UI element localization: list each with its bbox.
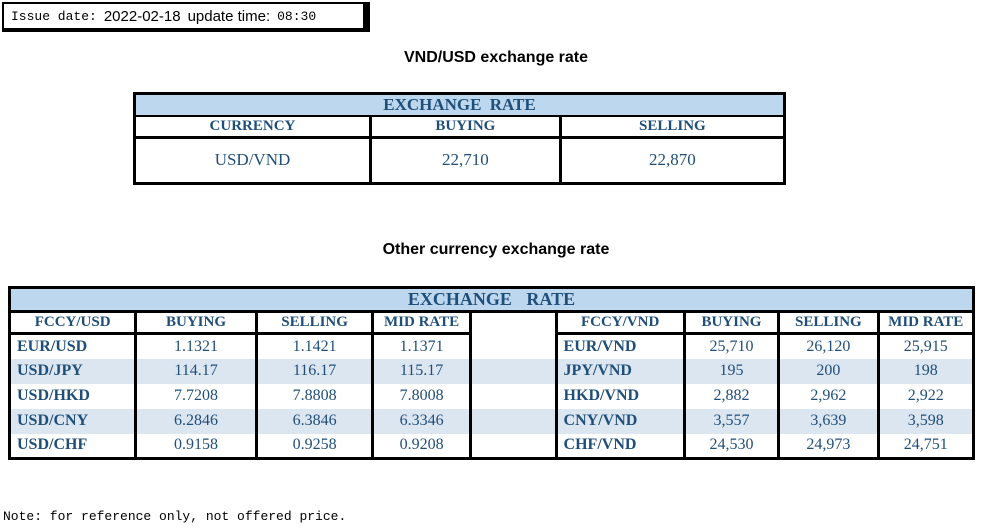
selling-rate-cell: 0.9258 [254,433,373,459]
buying-rate-cell: 25,710 [682,333,779,359]
selling-rate-cell: 3,639 [777,408,878,434]
spacer-cell [468,383,557,409]
table-banner: EXCHANGE RATE [9,287,974,313]
currency-pair-cell: EUR/VND [554,333,685,359]
spacer-cell [468,408,557,434]
header-cell: CURRENCY [134,116,371,139]
note-text: Note: for reference only, not offered pr… [3,509,347,524]
buying-rate-cell: 0.9158 [134,433,257,459]
selling-rate-cell: 1.1421 [254,333,373,359]
table-row: USD/JPY 114.17 116.17 115.17 JPY/VND 195… [9,358,974,384]
table-row: USD/VND 22,710 22,870 [135,137,785,183]
other-exchange-table: EXCHANGE RATE FCCY/USD BUYING SELLING MI… [8,286,975,460]
other-table-title: Other currency exchange rate [382,241,610,258]
update-time-value: 08:30 [277,8,317,24]
currency-pair-cell: USD/JPY [9,358,136,384]
table-banner-row: EXCHANGE RATE [9,287,974,313]
usd-table-title: VND/USD exchange rate [403,49,589,66]
selling-rate-cell: 22,870 [558,137,785,183]
issue-date-bar: Issue date: 2022-02-18 update time: 08:3… [2,2,370,32]
spacer-cell [468,311,557,334]
selling-rate-cell: 116.17 [254,358,373,384]
usd-exchange-table: EXCHANGE RATE CURRENCY BUYING SELLING US… [133,92,786,185]
selling-rate-cell: 200 [777,358,878,384]
mid-rate-cell: 0.9208 [371,433,471,459]
mid-rate-cell: 7.8008 [371,383,471,409]
buying-rate-cell: 7.7208 [134,383,257,409]
mid-rate-cell: 3,598 [876,408,974,434]
buying-rate-cell: 2,882 [682,383,779,409]
header-cell: BUYING [368,116,561,139]
currency-pair-cell: HKD/VND [554,383,685,409]
currency-pair-cell: USD/CHF [17,436,88,454]
currency-pair-cell: USD/HKD [17,387,90,404]
mid-rate-cell: 2,922 [876,383,974,409]
selling-rate-cell: 26,120 [777,333,878,359]
currency-pair-cell: EUR/USD [17,337,88,355]
selling-rate-cell: 2,962 [777,383,878,409]
buying-rate-cell: 195 [682,358,779,384]
buying-rate-cell: 1.1321 [134,333,257,359]
buying-rate-cell: 3,557 [682,408,779,434]
spacer-cell [468,358,557,384]
spacer-cell [468,333,557,359]
currency-pair-cell: CNY/VND [554,408,685,434]
table-header-row: CURRENCY BUYING SELLING [134,116,785,139]
selling-rate-cell: 6.3846 [254,408,373,434]
mid-rate-cell: 25,915 [876,333,974,359]
selling-rate-cell: 24,973 [777,433,878,459]
update-time-label: update time: [187,7,271,25]
table-banner-row: EXCHANGE RATE [134,93,785,117]
table-row: USD/HKD 7.7208 7.8808 7.8008 HKD/VND 2,8… [10,383,974,409]
header-cell: BUYING [134,311,257,335]
header-cell: FCCY/USD [9,311,136,335]
mid-rate-cell: 6.3346 [371,408,471,434]
currency-pair-cell: CHF/VND [554,433,685,459]
buying-rate-cell: 22,710 [368,137,561,183]
buying-rate-cell: 24,530 [682,433,779,459]
issue-date-label: Issue date: [11,8,97,24]
currency-pair-cell: JPY/VND [554,358,685,384]
currency-pair-cell: USD/CNY [9,408,136,434]
header-cell: FCCY/VND [554,311,685,335]
buying-rate-cell: 6.2846 [134,408,257,434]
table-header-row: FCCY/USD BUYING SELLING MID RATE FCCY/VN… [9,311,974,335]
issue-date-value: 2022-02-18 [103,7,181,25]
table-row: USD/CHF 0.9158 0.9258 0.9208 CHF/VND 24,… [10,433,974,459]
header-cell: SELLING [777,311,878,335]
mid-rate-cell: 24,751 [876,433,974,459]
mid-rate-cell: 115.17 [371,358,471,384]
spacer-cell [468,433,557,459]
header-cell: MID RATE [876,311,974,335]
header-cell: BUYING [682,311,779,335]
header-cell: SELLING [254,311,373,335]
table-row: EUR/USD 1.1321 1.1421 1.1371 EUR/VND 25,… [10,333,974,359]
buying-rate-cell: 114.17 [134,358,257,384]
header-cell: MID RATE [371,311,471,335]
mid-rate-cell: 198 [876,358,974,384]
mid-rate-cell: 1.1371 [371,333,471,359]
currency-pair-cell: USD/VND [214,150,291,169]
header-cell: SELLING [558,116,785,139]
table-row: USD/CNY 6.2846 6.3846 6.3346 CNY/VND 3,5… [9,408,974,434]
selling-rate-cell: 7.8808 [254,383,373,409]
table-banner: EXCHANGE RATE [134,93,785,117]
